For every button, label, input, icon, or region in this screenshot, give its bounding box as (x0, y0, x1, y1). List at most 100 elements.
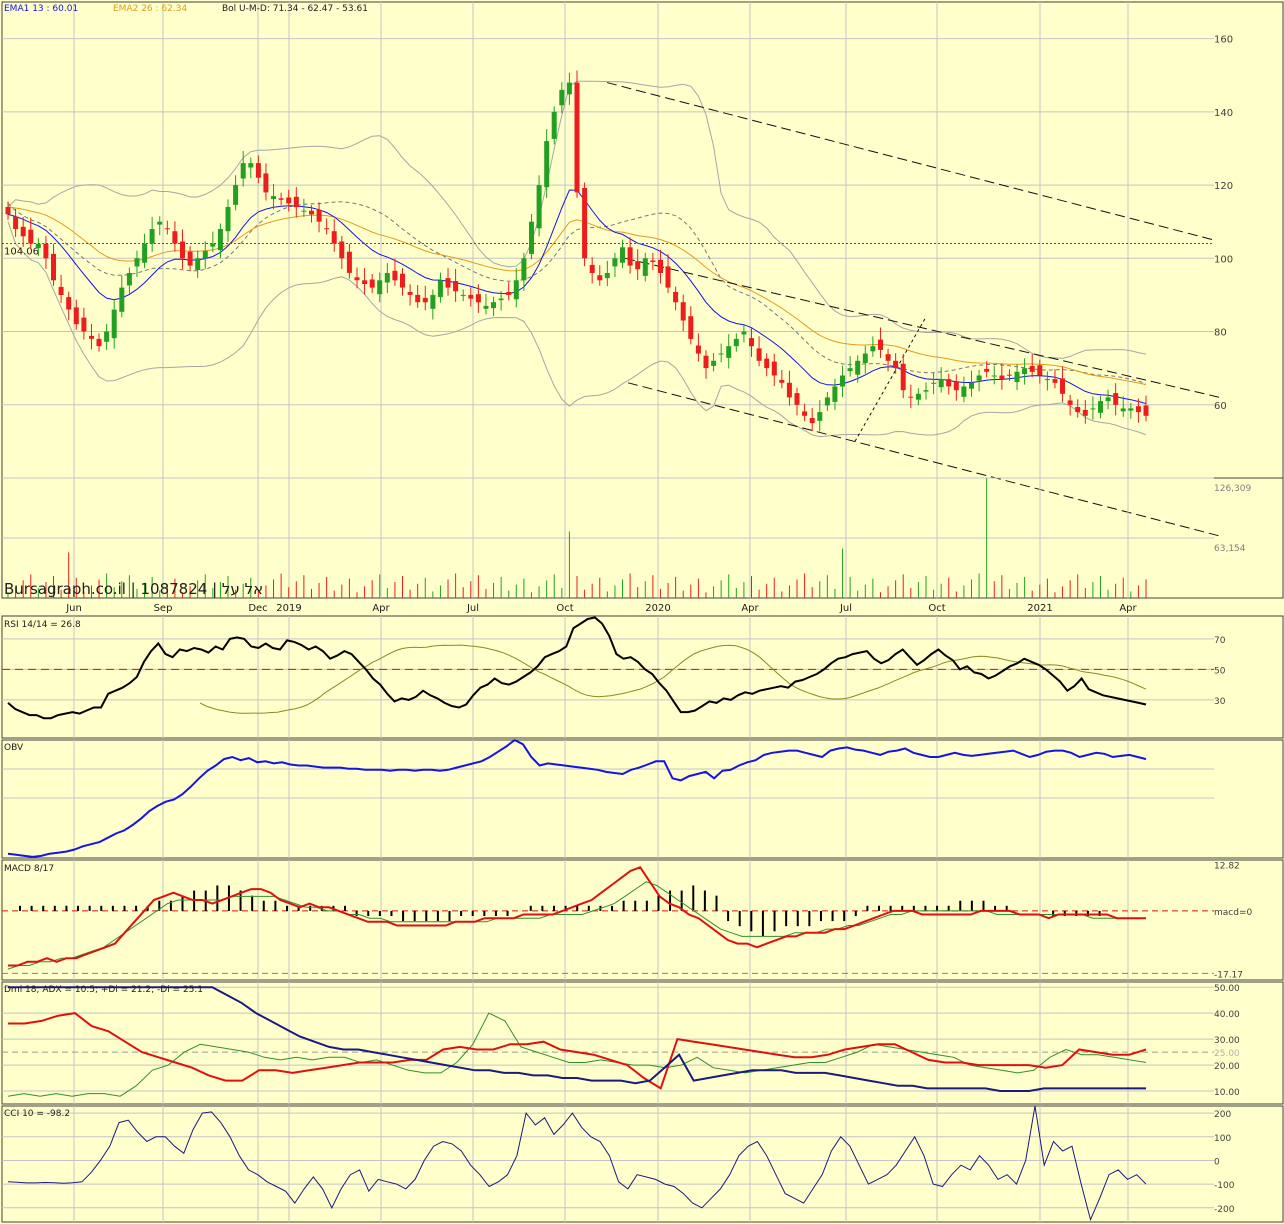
x-tick-label: Apr (1119, 603, 1137, 614)
candle-body (855, 360, 861, 375)
candle-body (1067, 400, 1073, 405)
candle-body (415, 294, 421, 303)
candle-body (756, 348, 762, 361)
macd-tick-label: 12.82 (1214, 861, 1240, 871)
rsi-signal-line (199, 644, 1147, 714)
candle-body (544, 141, 550, 188)
candle-body (589, 264, 595, 273)
rsi-tick-label: 30 (1214, 697, 1226, 707)
cci-tick-label: -200 (1214, 1205, 1235, 1215)
price-tick-label: 140 (1214, 108, 1233, 119)
candle-body (248, 163, 254, 168)
candle-body (35, 243, 41, 249)
candle-body (779, 379, 785, 383)
price-tick-label: 160 (1214, 35, 1233, 46)
candle-body (407, 292, 413, 295)
candle-body (1022, 368, 1028, 375)
candle-body (324, 228, 330, 230)
candle-body (1135, 406, 1141, 413)
candle-body (665, 266, 671, 288)
candle-body (566, 82, 572, 95)
candle-body (202, 251, 208, 259)
candle-body (126, 273, 132, 286)
obv-panel (1, 739, 1284, 859)
x-tick-label: Dec (248, 603, 267, 614)
candle-body (225, 207, 231, 232)
candle-body (134, 258, 140, 267)
candle-body (658, 259, 663, 273)
candle-body (286, 197, 292, 204)
candle-body (506, 292, 512, 295)
candle-body (392, 270, 398, 281)
x-tick-label: Apr (372, 603, 390, 614)
candle-body (1098, 401, 1103, 413)
candle-body (81, 317, 87, 332)
candle-body (1014, 371, 1020, 383)
candle-body (354, 277, 360, 281)
candle-body (66, 297, 72, 310)
candle-body (475, 294, 481, 303)
candle-body (430, 294, 436, 309)
volume-tick-label: 63,154 (1214, 544, 1246, 554)
obv-title: OBV (4, 743, 24, 753)
candle-body (28, 229, 34, 244)
ema2-label: EMA2 26 : 62.34 (113, 4, 187, 14)
dmi-tick-label: 25.00 (1214, 1049, 1240, 1059)
candle-body (104, 331, 110, 342)
x-tick-label: 2019 (276, 603, 301, 614)
candle-body (946, 379, 952, 387)
plus-di-line (7, 1012, 1147, 1097)
minus-di-line (8, 1012, 1147, 1090)
candle-body (1006, 374, 1012, 376)
candle-body (1120, 408, 1126, 412)
candle-body (832, 386, 838, 402)
candle-body (604, 273, 610, 279)
candle-body (362, 280, 368, 284)
candle-body (164, 228, 170, 230)
dmi-tick-label: 10.00 (1214, 1088, 1240, 1098)
x-tick-label: Oct (556, 603, 573, 614)
candle-body (468, 294, 474, 299)
bollinger-label: Bol U-M-D: 71.34 - 62.47 - 53.61 (222, 4, 368, 14)
trendline-middle (624, 257, 1221, 398)
candle-body (5, 207, 11, 215)
candle-body (597, 275, 603, 281)
candle-body (802, 411, 808, 416)
candle-body (627, 247, 633, 266)
x-tick-label: Jun (65, 603, 82, 614)
candle-body (1090, 408, 1096, 410)
candle-body (984, 368, 990, 372)
x-tick-label: Apr (741, 603, 759, 614)
candle-body (764, 358, 770, 369)
candle-body (969, 382, 974, 389)
candle-body (1128, 408, 1134, 411)
candle-body (43, 243, 49, 259)
candle-body (301, 210, 307, 212)
ema1-label: EMA1 13 : 60.01 (4, 4, 78, 14)
candle-body (1037, 365, 1043, 376)
macd-zero-label: macd=0 (1214, 908, 1252, 918)
candle-body (58, 286, 64, 295)
candle-body (529, 221, 534, 254)
candle-body (400, 273, 405, 288)
candle-body (445, 278, 451, 288)
candle-body (1082, 409, 1088, 416)
cci-tick-label: 100 (1214, 1134, 1231, 1144)
candle-body (771, 361, 777, 376)
candle-body (741, 331, 747, 335)
candle-body (908, 396, 914, 398)
candle-body (961, 386, 967, 397)
candle-body (293, 196, 299, 208)
dmi-tick-label: 20.00 (1214, 1062, 1240, 1072)
dmi-title: Dmi 18; ADX = 10.5; +Di = 21.2; -Di = 25… (4, 985, 203, 995)
rsi-line (7, 616, 1147, 720)
candle-body (89, 335, 94, 339)
price-tick-label: 100 (1214, 254, 1233, 265)
candle-body (111, 309, 117, 339)
adx-line (8, 986, 1146, 1092)
candle-body (346, 251, 352, 273)
candle-body (460, 294, 466, 296)
candle-body (915, 393, 921, 400)
candle-body (733, 338, 739, 347)
